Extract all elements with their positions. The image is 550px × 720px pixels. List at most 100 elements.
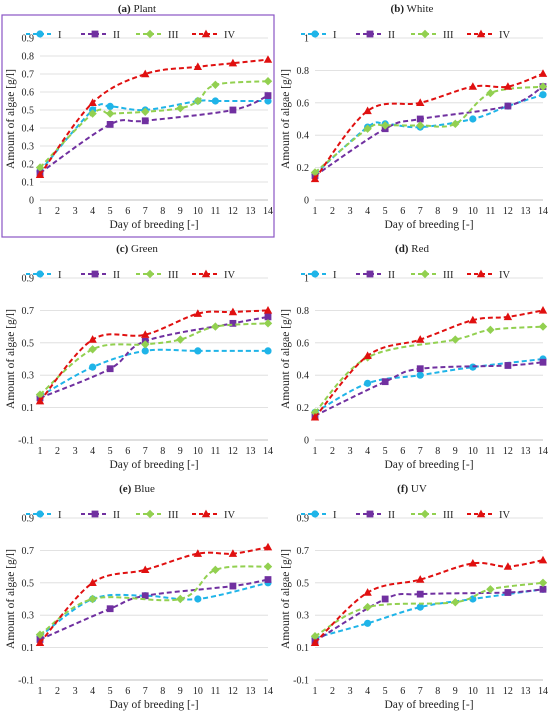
legend-marker (476, 509, 486, 518)
legend-label: II (113, 270, 120, 281)
data-point-III (486, 88, 495, 98)
data-point-III (416, 121, 425, 130)
data-point-II (264, 576, 272, 583)
y-tick-label: 0.2 (297, 403, 310, 414)
x-tick-label: 7 (143, 686, 148, 697)
data-point-II (106, 605, 114, 613)
data-point-III (263, 77, 273, 86)
data-point-III (35, 390, 45, 399)
y-tick-label: 0.7 (22, 70, 35, 81)
y-tick-label: 0.1 (22, 643, 35, 654)
x-tick-label: 6 (400, 206, 405, 217)
legend-entry-IV: IV (192, 29, 235, 41)
legend-marker (91, 510, 99, 518)
legend-entry-I: I (301, 510, 337, 521)
data-point-IV (503, 82, 513, 90)
legend-label: III (443, 270, 454, 281)
data-point-II (416, 365, 424, 373)
x-tick-label: 2 (55, 446, 60, 457)
legend-marker (366, 270, 374, 278)
legend-marker (311, 270, 319, 278)
x-tick-label: 3 (73, 686, 78, 697)
x-tick-label: 10 (468, 686, 478, 697)
y-tick-label: 0.7 (22, 306, 35, 317)
legend-entry-I: I (301, 270, 337, 281)
legend-entry-IV: IV (192, 269, 235, 281)
x-tick-label: 3 (348, 686, 353, 697)
data-point-IV (416, 575, 425, 583)
x-tick-label: 10 (468, 446, 478, 457)
x-tick-label: 10 (193, 686, 203, 697)
data-point-III (141, 107, 150, 116)
x-tick-label: 9 (453, 446, 458, 457)
x-tick-label: 8 (160, 206, 165, 217)
data-point-I (264, 347, 272, 355)
x-axis-title: Day of breeding [-] (109, 219, 198, 231)
data-point-III (88, 109, 97, 118)
x-tick-label: 1 (313, 446, 318, 457)
x-tick-label: 13 (520, 686, 530, 697)
legend-marker (420, 269, 430, 279)
chart-svg: (f) UV-0.10.10.30.50.70.91 2 3 4 5 6 7 8 9 10 11 12… (280, 483, 548, 711)
data-point-IV (503, 562, 513, 570)
data-point-IV (310, 638, 320, 646)
x-tick-label: 13 (520, 446, 530, 457)
panel-letter: (b) (391, 3, 405, 15)
data-point-III (451, 598, 460, 607)
x-tick-label: 13 (520, 206, 530, 217)
panel-name: UV (408, 483, 427, 495)
x-tick-label: 9 (178, 686, 183, 697)
data-point-I (211, 97, 219, 105)
data-point-IV (263, 542, 273, 551)
data-point-IV (538, 555, 548, 564)
x-tick-label: 4 (90, 446, 95, 457)
data-point-III (35, 630, 45, 639)
data-point-I (539, 91, 547, 99)
panel-letter: (e) (119, 483, 132, 495)
x-tick-label: 2 (330, 686, 335, 697)
y-tick-label: 0.9 (22, 514, 35, 525)
y-tick-label: 1 (304, 34, 309, 45)
panel-letter: (f) (397, 483, 408, 495)
x-tick-label: 2 (330, 446, 335, 457)
series-line-IV (314, 559, 544, 644)
legend-label: III (168, 270, 179, 281)
y-tick-label: 0.6 (22, 88, 35, 99)
y-tick-label: 0 (29, 196, 34, 207)
data-point-IV (538, 306, 548, 314)
data-point-II (106, 365, 114, 373)
x-tick-label: 2 (55, 206, 60, 217)
legend-marker (366, 30, 374, 38)
legend-label: II (388, 30, 395, 41)
legend-entry-III: III (136, 269, 179, 281)
data-point-II (141, 117, 149, 125)
data-point-I (89, 363, 97, 371)
y-axis-title: Amount of algae [g/l] (280, 549, 292, 649)
y-tick-label: 0 (304, 196, 309, 207)
legend-marker (420, 509, 430, 519)
data-point-II (416, 115, 424, 123)
x-tick-label: 8 (160, 446, 165, 457)
legend-label: III (168, 30, 179, 41)
x-tick-label: 10 (193, 206, 203, 217)
data-point-I (469, 115, 477, 123)
chart-panel-plant: (a) Plant 0 0.1 0.2 0.3 0.4 0.5 0.6 0.7 0.8 0.9 1 2 3… (0, 0, 275, 240)
data-point-III (211, 565, 220, 575)
data-point-I (106, 102, 114, 110)
data-point-III (176, 594, 185, 604)
panel-name: White (404, 3, 434, 15)
y-tick-label: 0.3 (22, 142, 35, 153)
legend-entry-II: II (356, 270, 395, 281)
data-point-II (504, 102, 512, 110)
x-tick-label: 6 (400, 446, 405, 457)
x-tick-label: 1 (38, 686, 43, 697)
data-point-III (310, 632, 320, 641)
legend-label: IV (224, 270, 235, 281)
x-tick-label: 13 (245, 206, 255, 217)
legend-label: III (168, 510, 179, 521)
legend-marker (91, 270, 99, 278)
legend-entry-III: III (411, 29, 454, 41)
data-point-III (211, 80, 220, 89)
data-point-III (88, 345, 97, 354)
